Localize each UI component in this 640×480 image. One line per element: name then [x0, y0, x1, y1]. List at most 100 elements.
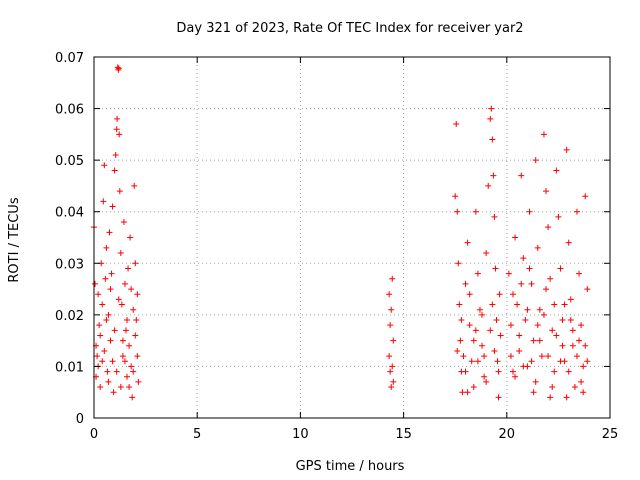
data-point	[545, 224, 552, 231]
data-point	[113, 126, 120, 133]
data-point	[509, 368, 516, 375]
data-point	[458, 317, 465, 324]
data-point	[538, 353, 545, 360]
data-point	[92, 280, 99, 287]
data-point	[129, 394, 136, 401]
data-point	[95, 291, 102, 298]
data-point	[567, 296, 574, 303]
data-point	[132, 260, 139, 267]
data-point	[121, 280, 128, 287]
data-point	[386, 353, 393, 360]
data-point	[563, 146, 570, 153]
data-point	[135, 378, 142, 385]
data-point	[456, 301, 463, 308]
chart-title: Day 321 of 2023, Rate Of TEC Index for r…	[176, 21, 523, 36]
data-point	[551, 368, 558, 375]
data-point	[540, 311, 547, 318]
data-point	[99, 358, 106, 365]
data-point	[119, 353, 126, 360]
data-point	[557, 265, 564, 272]
data-point	[464, 239, 471, 246]
data-point	[567, 317, 574, 324]
data-point	[532, 157, 539, 164]
data-point	[481, 373, 488, 380]
data-point	[584, 358, 591, 365]
data-point	[532, 378, 539, 385]
data-point	[490, 172, 497, 179]
x-tick-label: 0	[90, 427, 98, 442]
data-point	[549, 384, 556, 391]
data-point	[487, 115, 494, 122]
data-point	[103, 244, 110, 251]
data-point	[457, 337, 464, 344]
data-point	[536, 337, 543, 344]
data-point	[116, 131, 123, 138]
data-point	[387, 368, 394, 375]
data-point	[545, 353, 552, 360]
y-tick-label: 0.07	[55, 51, 84, 66]
data-point	[526, 208, 533, 215]
data-point	[559, 317, 566, 324]
data-point	[390, 337, 397, 344]
data-point	[120, 219, 127, 226]
data-point	[452, 193, 459, 200]
data-point	[468, 358, 475, 365]
data-point	[114, 115, 121, 122]
data-point	[507, 322, 514, 329]
data-point	[582, 342, 589, 349]
x-tick-label: 20	[499, 427, 516, 442]
data-point	[528, 280, 535, 287]
data-point	[530, 337, 537, 344]
data-point	[549, 327, 556, 334]
data-point	[563, 394, 570, 401]
data-point	[472, 327, 479, 334]
data-point	[491, 347, 498, 354]
data-point	[389, 275, 396, 282]
data-point	[108, 270, 115, 277]
data-point	[115, 65, 122, 72]
data-point	[474, 270, 481, 277]
x-tick-label: 10	[292, 427, 309, 442]
data-point	[472, 208, 479, 215]
data-point	[466, 322, 473, 329]
data-point	[485, 182, 492, 189]
data-point	[518, 280, 525, 287]
data-point	[569, 327, 576, 334]
data-point	[576, 337, 583, 344]
data-point	[118, 301, 125, 308]
y-tick-label: 0.05	[55, 154, 84, 169]
data-point	[454, 208, 461, 215]
data-point	[128, 363, 135, 370]
data-point	[474, 358, 481, 365]
data-point	[109, 358, 116, 365]
data-point	[573, 208, 580, 215]
data-point	[454, 347, 461, 354]
data-point	[514, 301, 521, 308]
y-tick-label: 0	[76, 412, 84, 427]
data-point	[113, 368, 120, 375]
data-point	[494, 358, 501, 365]
data-point	[569, 342, 576, 349]
data-point	[571, 384, 578, 391]
data-point	[493, 317, 500, 324]
data-point	[536, 306, 543, 313]
data-point	[112, 151, 119, 158]
data-point	[479, 311, 486, 318]
data-point	[578, 322, 585, 329]
x-tick-label: 25	[602, 427, 619, 442]
data-point	[453, 121, 460, 128]
data-point	[117, 249, 124, 256]
data-point	[133, 317, 140, 324]
data-point	[389, 363, 396, 370]
data-point	[496, 291, 503, 298]
y-tick-label: 0.06	[55, 103, 84, 118]
data-point	[102, 275, 109, 282]
data-point	[543, 188, 550, 195]
data-point	[489, 301, 496, 308]
data-point	[520, 363, 527, 370]
data-point	[487, 327, 494, 334]
data-point	[94, 353, 101, 360]
data-point	[109, 203, 116, 210]
data-point	[131, 182, 138, 189]
